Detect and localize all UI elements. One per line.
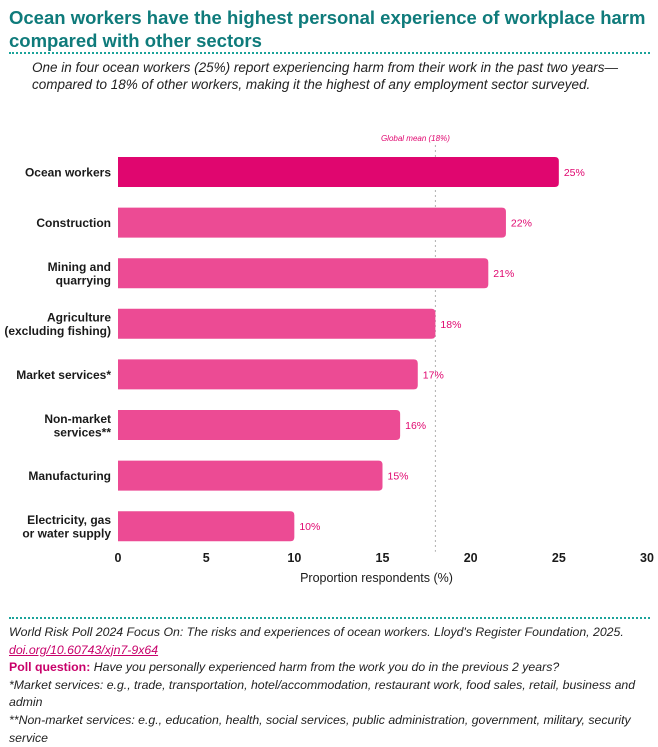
bar	[118, 258, 489, 289]
footer-notes: World Risk Poll 2024 Focus On: The risks…	[9, 624, 654, 747]
poll-question-label: Poll question:	[9, 660, 91, 675]
x-axis: 0 5 10 15 20 25 30 Proportion respondents (%)	[115, 551, 654, 585]
x-axis-title: Proportion respondents (%)	[300, 571, 453, 585]
title-divider	[9, 52, 650, 54]
category-label: Market services*	[16, 368, 111, 382]
x-tick-label: 20	[464, 551, 478, 565]
bar-chart: Global mean (18%) Ocean workers Construct…	[4, 134, 654, 585]
poll-question: Poll question: Have you personally exper…	[9, 659, 654, 677]
bar	[118, 410, 401, 440]
global-mean-label: Global mean (18%)	[381, 134, 450, 143]
category-label: Agriculture (excluding fishing)	[4, 311, 111, 339]
category-label: Non-market services**	[44, 412, 111, 440]
bar	[118, 359, 418, 390]
footer-divider	[9, 617, 650, 619]
bar	[118, 207, 506, 238]
value-label: 15%	[388, 471, 409, 483]
source-text: World Risk Poll 2024 Focus On: The risks…	[9, 625, 624, 639]
x-tick-label: 30	[640, 551, 654, 565]
x-tick-label: 5	[203, 551, 210, 565]
x-tick-label: 25	[552, 551, 566, 565]
category-label: Ocean workers	[25, 166, 111, 180]
chart-subtitle: One in four ocean workers (25%) report e…	[32, 60, 618, 92]
global-mean-reference: Global mean (18%)	[381, 134, 450, 552]
bar	[118, 308, 436, 339]
bar	[118, 460, 383, 491]
value-label: 10%	[299, 521, 320, 533]
category-label: Electricity, gas or water supply	[22, 513, 111, 541]
category-label: Mining and quarrying	[48, 260, 111, 288]
non-market-services-note: **Non-market services: e.g., education, …	[9, 712, 631, 745]
chart-title: Ocean workers have the highest personal …	[9, 7, 646, 51]
category-label: Construction	[36, 216, 111, 230]
x-tick-label: 0	[115, 551, 122, 565]
poll-question-text: Have you personally experienced harm fro…	[93, 660, 560, 675]
value-label: 25%	[564, 167, 585, 179]
category-labels: Ocean workers Construction Mining and quarr…	[4, 166, 111, 541]
value-labels: 25% 22% 21% 18% 17% 16% 15% 10%	[299, 167, 585, 533]
market-services-note: *Market services: e.g., trade, transport…	[9, 677, 636, 710]
value-label: 16%	[405, 420, 426, 432]
category-label: Manufacturing	[28, 469, 111, 483]
bar	[118, 157, 559, 187]
x-tick-label: 10	[287, 551, 301, 565]
value-label: 18%	[440, 319, 461, 331]
doi-link[interactable]: doi.org/10.60743/xjn7-9x64	[9, 642, 159, 657]
value-label: 17%	[423, 369, 444, 381]
bars	[118, 157, 559, 542]
value-label: 22%	[511, 218, 532, 230]
x-tick-label: 15	[376, 551, 390, 565]
bar	[118, 511, 295, 542]
source-citation: World Risk Poll 2024 Focus On: The risks…	[9, 624, 654, 659]
value-label: 21%	[493, 268, 514, 280]
